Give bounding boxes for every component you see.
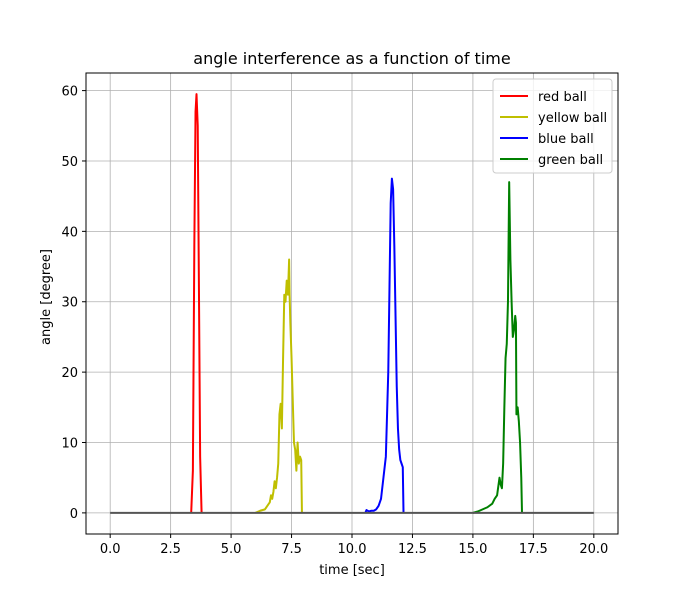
x-tick-label: 17.5 — [519, 542, 548, 557]
x-tick-label: 2.5 — [160, 542, 181, 557]
legend-label-red-ball: red ball — [538, 90, 587, 105]
y-tick-label: 20 — [61, 366, 78, 381]
legend: red ball yellow ball blue ball green ball — [492, 78, 613, 174]
yellow-ball-series-line — [254, 258, 303, 514]
grid-lines — [86, 73, 618, 534]
x-tick-label: 15.0 — [458, 542, 487, 557]
y-axis-label: angle [degree] — [39, 249, 54, 345]
x-axis-label: time [sec] — [319, 563, 385, 578]
red-ball-series-line — [190, 93, 203, 513]
y-tick-label: 30 — [61, 296, 78, 311]
y-tick-label: 10 — [61, 437, 78, 452]
x-tick-label: 20.0 — [579, 542, 608, 557]
series-lines — [110, 93, 594, 514]
legend-label-green-ball: green ball — [538, 153, 603, 168]
y-tick-label: 40 — [61, 225, 78, 240]
legend-box — [492, 78, 613, 174]
blue-ball-series-line — [364, 177, 405, 514]
y-tick-label: 50 — [61, 155, 78, 170]
y-tick-label: 0 — [70, 507, 78, 522]
x-tick-label: 10.0 — [338, 542, 367, 557]
axis-ticks: 0.0 2.5 5.0 7.5 10.0 12.5 15.0 17.5 20.0 0 10 20 30 4… — [61, 85, 608, 557]
y-tick-label: 60 — [61, 85, 78, 100]
green-ball-series-line — [472, 181, 523, 514]
legend-label-yellow-ball: yellow ball — [538, 111, 607, 126]
x-tick-label: 0.0 — [100, 542, 121, 557]
x-tick-label: 12.5 — [398, 542, 427, 557]
x-tick-label: 5.0 — [221, 542, 242, 557]
legend-label-blue-ball: blue ball — [538, 132, 594, 147]
x-tick-label: 7.5 — [281, 542, 302, 557]
chart-title: angle interference as a function of time — [193, 49, 510, 68]
